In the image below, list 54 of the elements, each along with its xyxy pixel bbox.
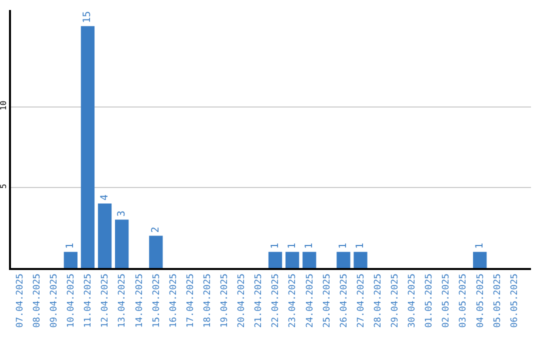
x-tick-label: 29.04.2025 bbox=[390, 274, 401, 328]
x-tick-label: 24.04.2025 bbox=[305, 274, 316, 328]
x-tick-label: 04.05.2025 bbox=[476, 274, 486, 328]
x-tick-label: 28.04.2025 bbox=[373, 274, 384, 328]
x-tick-label: 14.04.2025 bbox=[134, 274, 145, 328]
bar bbox=[115, 220, 129, 268]
data-label: 15 bbox=[82, 11, 94, 24]
x-tick-label: 01.05.2025 bbox=[424, 274, 435, 328]
data-label: 1 bbox=[355, 242, 366, 249]
x-tick-label: 07.04.2025 bbox=[15, 274, 26, 328]
bar bbox=[149, 236, 163, 268]
x-tick-label: 02.05.2025 bbox=[442, 274, 452, 328]
x-tick-label: 20.04.2025 bbox=[237, 274, 248, 328]
x-tick-label: 10.04.2025 bbox=[66, 274, 77, 328]
x-tick-label: 06.05.2025 bbox=[510, 274, 520, 328]
data-label: 3 bbox=[116, 210, 128, 217]
x-tick-label: 27.04.2025 bbox=[356, 274, 366, 328]
bar bbox=[285, 252, 300, 268]
data-label: 1 bbox=[474, 242, 486, 249]
x-tick-label: 17.04.2025 bbox=[186, 274, 196, 328]
bar bbox=[354, 252, 368, 268]
x-tick-label: 16.04.2025 bbox=[168, 274, 179, 328]
x-tick-label: 15.04.2025 bbox=[152, 274, 162, 328]
x-tick-label: 30.04.2025 bbox=[408, 274, 418, 328]
x-tick-label: 19.04.2025 bbox=[220, 274, 230, 328]
bar bbox=[302, 252, 316, 268]
x-tick-label: 26.04.2025 bbox=[339, 274, 350, 328]
x-tick-label: 18.04.2025 bbox=[202, 274, 213, 328]
x-tick-label: 21.04.2025 bbox=[254, 274, 264, 328]
x-tick-label: 11.04.2025 bbox=[84, 274, 94, 328]
x-tick-label: 03.05.2025 bbox=[458, 274, 469, 328]
bar bbox=[268, 252, 282, 268]
bar bbox=[473, 252, 487, 268]
data-label: 1 bbox=[338, 242, 349, 249]
x-tick-label: 25.04.2025 bbox=[322, 274, 332, 328]
bar bbox=[98, 204, 112, 268]
data-label: 2 bbox=[150, 226, 162, 233]
x-tick-label: 08.04.2025 bbox=[32, 274, 42, 328]
x-tick-label: 09.04.2025 bbox=[50, 274, 60, 328]
x-tick-label: 12.04.2025 bbox=[100, 274, 111, 328]
bar bbox=[80, 26, 95, 268]
bar bbox=[336, 252, 350, 268]
bar bbox=[64, 252, 78, 268]
x-tick-label: 22.04.2025 bbox=[271, 274, 282, 328]
x-tick-label: 23.04.2025 bbox=[288, 274, 298, 328]
data-label: 1 bbox=[304, 242, 315, 249]
x-tick-label: 05.05.2025 bbox=[492, 274, 503, 328]
y-tick-label: 10 bbox=[0, 100, 8, 110]
data-label: 4 bbox=[99, 194, 110, 200]
data-label: 1 bbox=[270, 242, 281, 249]
data-label: 1 bbox=[286, 242, 298, 249]
data-label: 1 bbox=[65, 242, 76, 249]
y-tick-label: 5 bbox=[0, 184, 8, 189]
x-tick-label: 13.04.2025 bbox=[118, 274, 128, 328]
